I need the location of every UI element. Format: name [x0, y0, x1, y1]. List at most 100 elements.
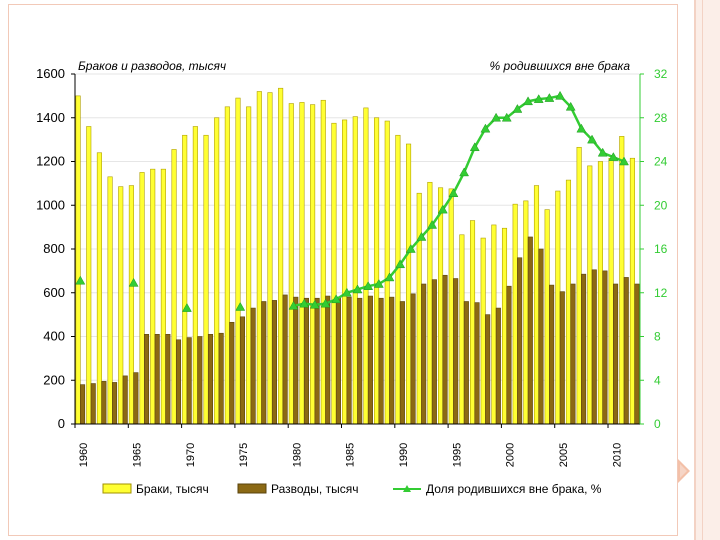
bar-marriages-1963 [107, 176, 113, 425]
right-tick-6: 24 [654, 155, 668, 169]
line-point-1996 [459, 167, 470, 177]
line-point-1992 [416, 231, 427, 241]
bar-divorces-1971 [197, 336, 203, 425]
right-axis-title: % родившихся вне брака [490, 59, 631, 73]
bar-marriages-1997 [469, 220, 476, 425]
line-point-1987 [363, 281, 374, 290]
line-point-2004 [544, 93, 555, 102]
line-point-1965 [128, 277, 139, 287]
bar-divorces-1978 [271, 300, 277, 425]
bar-divorces-1976 [250, 307, 256, 425]
line-point-2000 [501, 112, 512, 122]
left-tick-7: 1400 [36, 110, 65, 125]
bar-divorces-1970 [186, 337, 192, 425]
line-point-2010 [608, 152, 619, 161]
bar-divorces-1999 [495, 307, 501, 425]
bar-divorces-2011 [623, 277, 629, 425]
line-point-1982 [309, 299, 320, 309]
right-tick-2: 8 [654, 330, 661, 344]
x-tick-1960: 1960 [78, 443, 90, 467]
line-point-1998 [480, 123, 491, 133]
left-tick-4: 800 [43, 241, 65, 256]
bar-divorces-1989 [389, 296, 395, 425]
bar-marriages-1991 [406, 143, 412, 425]
x-tick-1995: 1995 [451, 443, 463, 467]
bar-divorces-1977 [261, 301, 267, 425]
line-point-2002 [523, 96, 533, 106]
bar-divorces-2004 [549, 284, 555, 425]
line-point-1999 [491, 112, 502, 122]
line-point-1995 [448, 188, 459, 197]
right-tick-1: 4 [654, 373, 661, 387]
bar-divorces-2012 [634, 283, 640, 425]
bar-divorces-1992 [421, 283, 427, 425]
bar-divorces-1975 [239, 316, 246, 425]
line-point-1983 [320, 298, 331, 308]
bar-marriages-1982 [310, 104, 316, 425]
bar-marriages-1978 [267, 92, 273, 425]
bar-divorces-1962 [101, 381, 107, 425]
line-point-1988 [373, 278, 384, 288]
legend-marker-line [403, 485, 411, 492]
bar-marriages-2003 [533, 185, 540, 425]
bar-marriages-1969 [171, 149, 177, 425]
bar-divorces-1991 [410, 293, 416, 425]
right-tick-5: 20 [654, 198, 668, 212]
bar-divorces-1981 [303, 297, 309, 425]
legend-swatch-divorces [237, 483, 267, 494]
bar-divorces-1993 [431, 279, 437, 425]
x-tick-1980: 1980 [291, 443, 303, 467]
bar-marriages-1976 [246, 106, 252, 425]
bar-divorces-2003 [538, 248, 544, 425]
bar-divorces-1964 [122, 375, 128, 425]
bar-divorces-2001 [517, 257, 523, 425]
bar-divorces-1986 [357, 297, 363, 425]
legend-swatch-marriages [102, 483, 132, 494]
x-tick-2000: 2000 [505, 443, 517, 467]
bar-marriages-1975 [235, 97, 241, 425]
line-point-2009 [597, 147, 608, 157]
legend-label-line: Доля родившихся вне брака, % [426, 482, 602, 496]
bar-marriages-1989 [384, 120, 390, 425]
bar-divorces-1965 [133, 372, 139, 425]
bar-divorces-1973 [218, 332, 224, 425]
bar-divorces-1997 [474, 302, 480, 425]
bar-divorces-2007 [581, 273, 587, 425]
left-axis-title: Браков и разводов, тысяч [78, 59, 226, 73]
bar-marriages-1999 [491, 224, 497, 425]
bar-divorces-1961 [90, 383, 96, 425]
bar-marriages-1968 [160, 168, 166, 425]
line-point-1981 [299, 298, 310, 308]
left-tick-0: 0 [58, 416, 65, 431]
bar-divorces-1982 [314, 297, 320, 425]
bar-marriages-1971 [192, 126, 198, 425]
bar-divorces-1967 [154, 334, 160, 425]
x-tick-1985: 1985 [345, 443, 357, 467]
bar-marriages-1985 [342, 119, 348, 425]
line-point-1990 [395, 259, 406, 269]
bar-marriages-2009 [597, 161, 603, 425]
bar-marriages-1994 [438, 187, 444, 425]
bar-marriages-1977 [256, 91, 262, 425]
bar-marriages-1998 [480, 237, 486, 425]
next-slide-arrow-icon[interactable] [678, 459, 690, 483]
bar-marriages-1988 [374, 117, 380, 425]
line-point-2003 [533, 94, 544, 103]
line-point-1985 [341, 287, 352, 297]
bar-divorces-2006 [570, 283, 576, 425]
bar-marriages-1973 [214, 117, 220, 425]
bar-marriages-1966 [139, 172, 145, 425]
right-tick-0: 0 [654, 417, 661, 431]
bar-divorces-1985 [346, 296, 352, 425]
bar-marriages-1970 [182, 134, 188, 425]
bar-divorces-1966 [143, 334, 150, 425]
bar-divorces-1979 [282, 294, 288, 425]
bar-divorces-1996 [463, 301, 469, 425]
line-point-2006 [565, 101, 576, 111]
bar-marriages-1961 [86, 126, 92, 425]
bar-marriages-1983 [320, 99, 326, 425]
bar-marriages-2008 [587, 165, 593, 425]
bar-divorces-1960 [80, 384, 86, 425]
bar-marriages-1962 [96, 152, 102, 425]
